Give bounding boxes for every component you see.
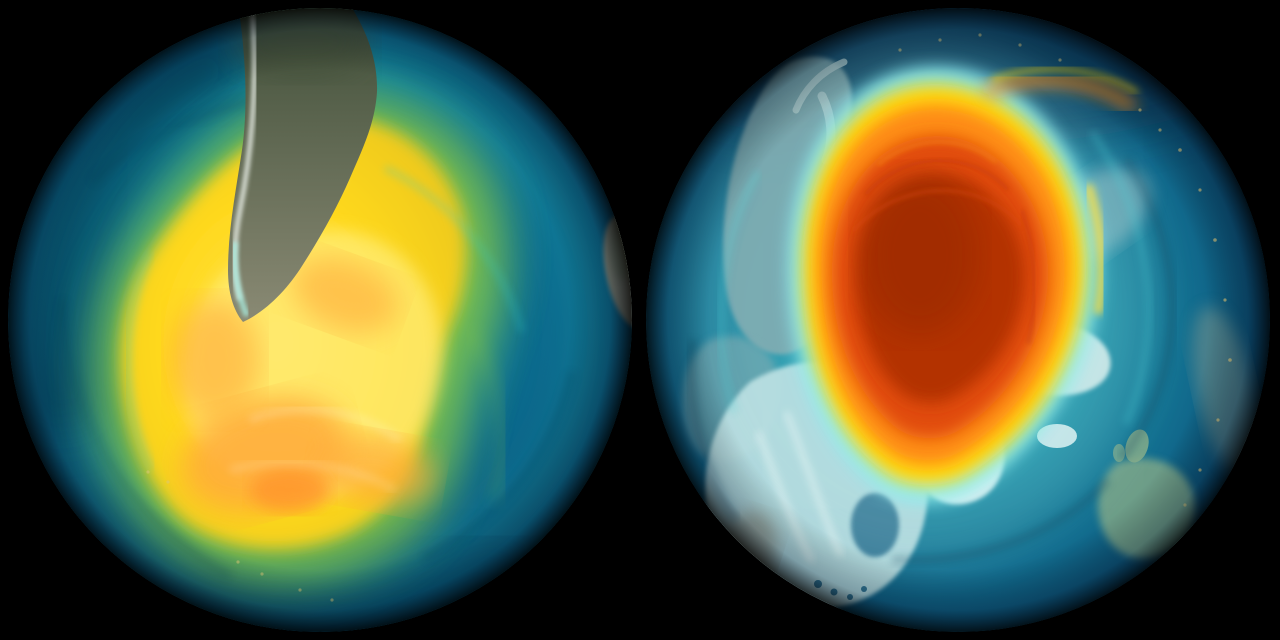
limb-vignette [8, 8, 632, 632]
arctic-globe-canvas [646, 8, 1270, 632]
antarctic-globe-canvas [8, 8, 632, 632]
arctic-globe [640, 0, 1280, 640]
antarctic-globe [8, 8, 632, 632]
limb-vignette [646, 8, 1270, 632]
